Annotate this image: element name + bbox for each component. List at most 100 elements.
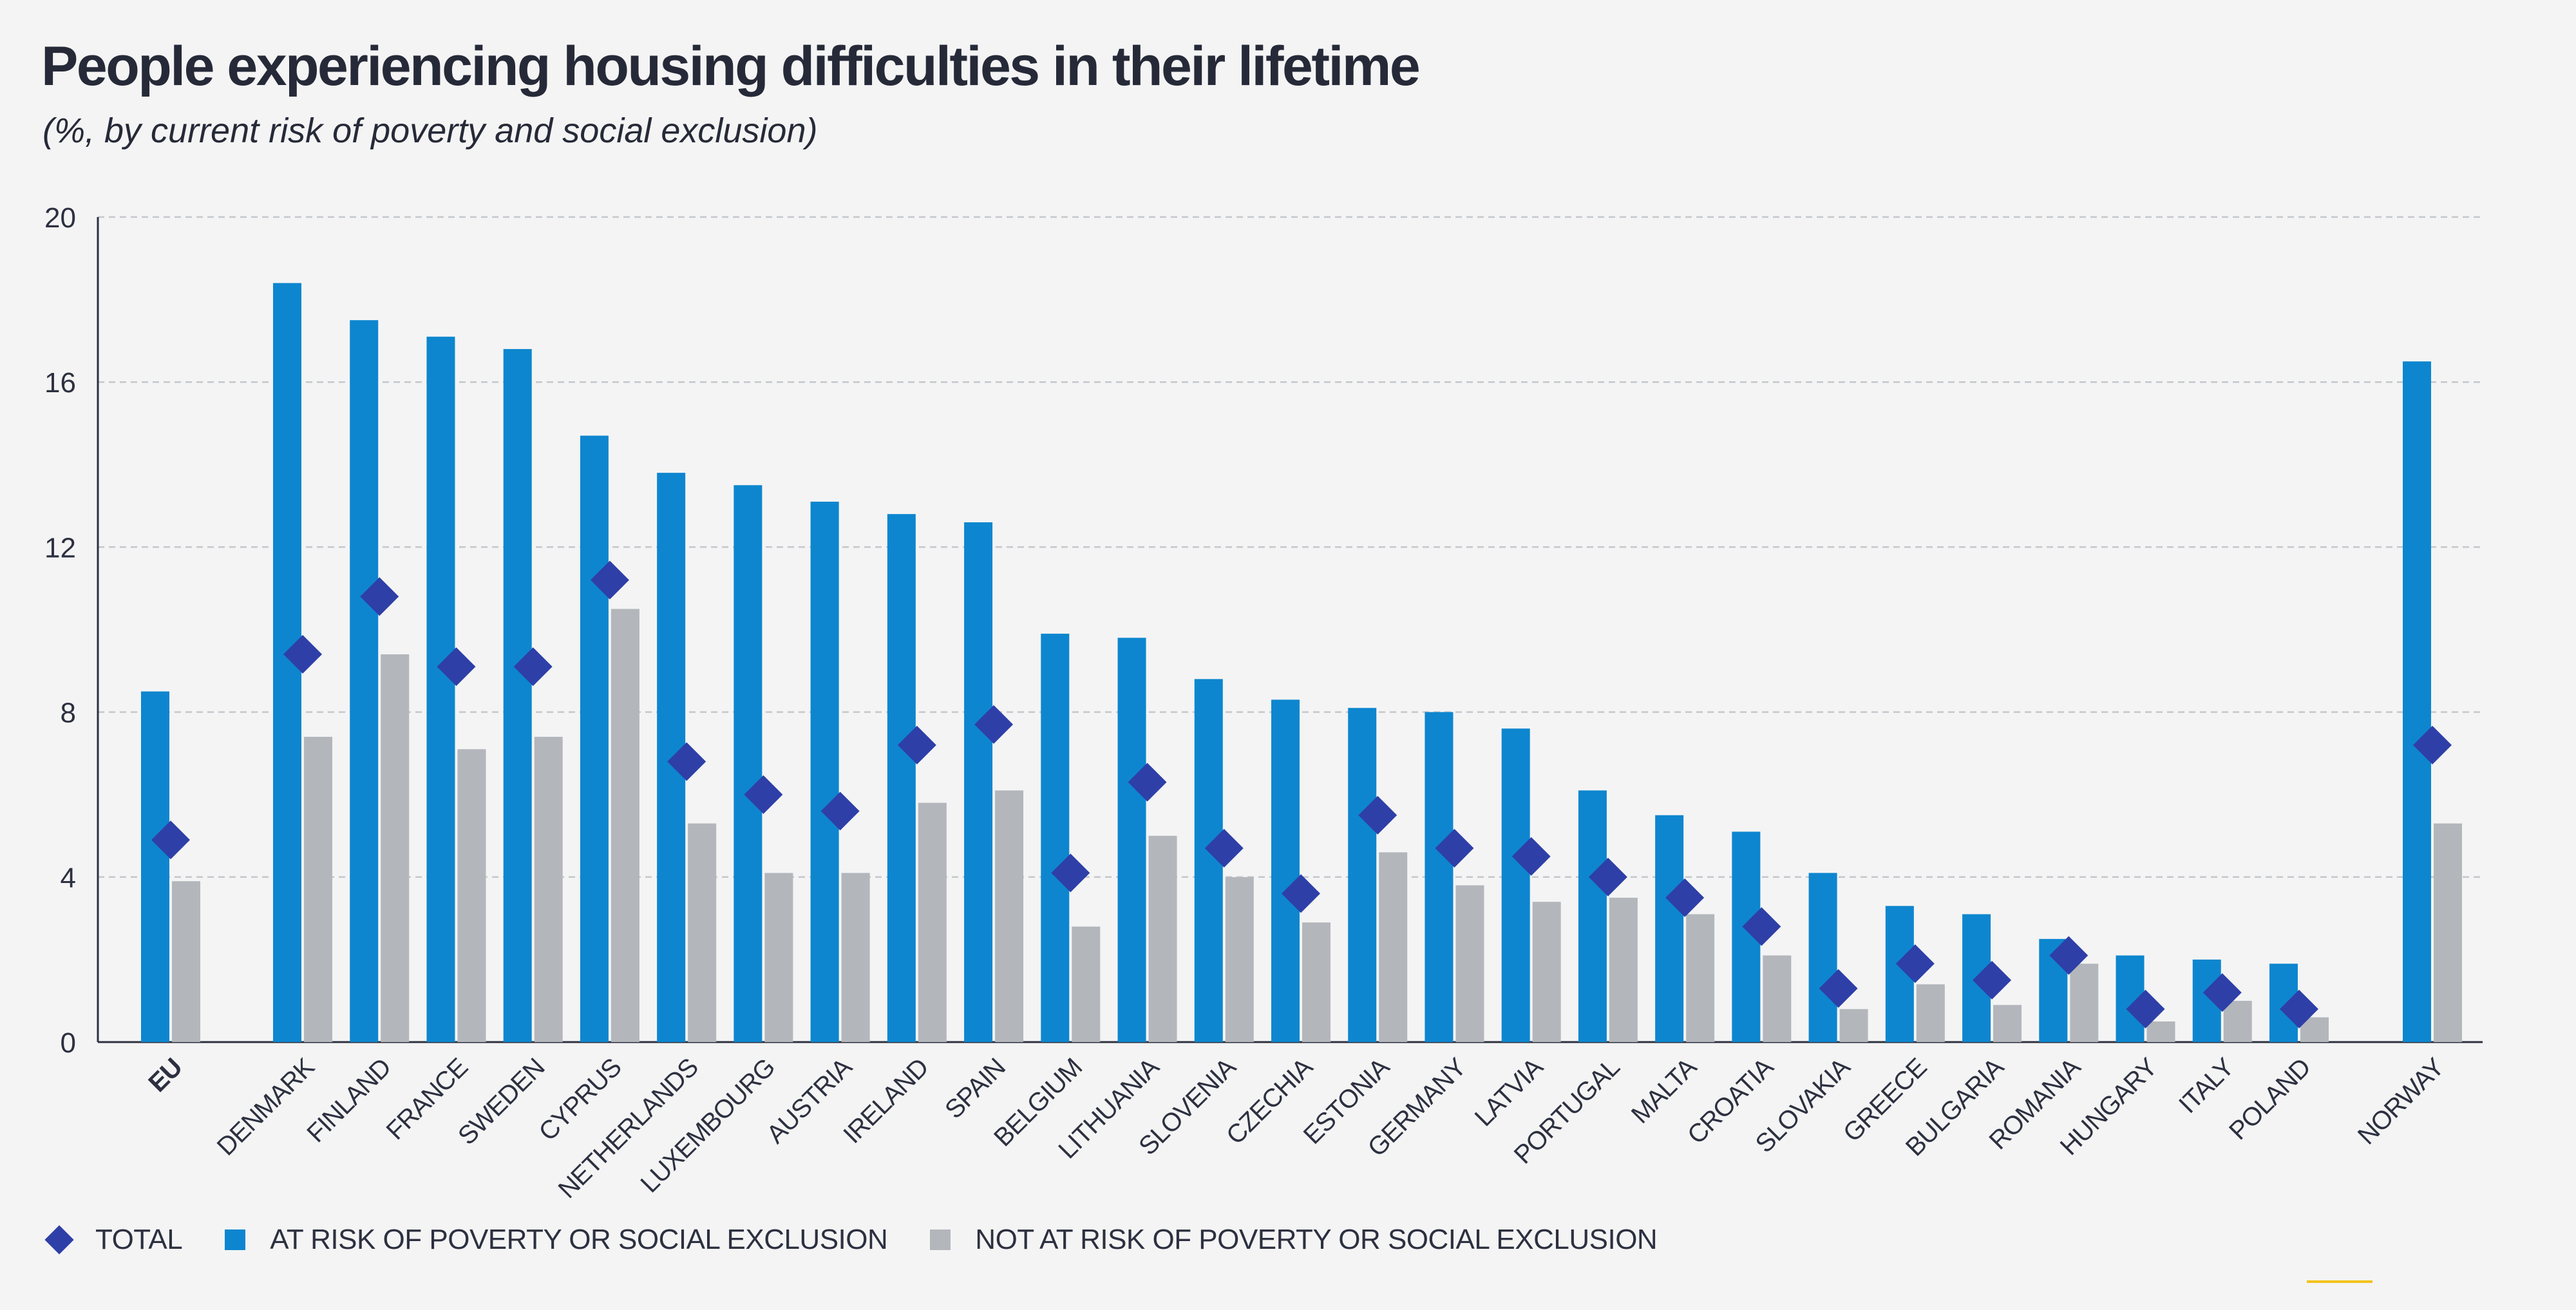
bar-not-at-risk-sweden: [534, 737, 563, 1042]
marker-total-poland: [2279, 989, 2318, 1029]
x-tick-label-norway: NORWAY: [2353, 1053, 2450, 1150]
bar-at-risk-finland: [350, 320, 379, 1042]
bar-not-at-risk-slovakia: [1839, 1009, 1868, 1042]
bar-not-at-risk-portugal: [1609, 897, 1638, 1042]
x-tick-label-netherlands: NETHERLANDS: [553, 1053, 704, 1204]
chart-title: People experiencing housing difficulties…: [41, 35, 1421, 97]
bar-not-at-risk-ireland: [918, 802, 947, 1042]
bar-at-risk-norway: [2403, 361, 2431, 1042]
y-tick-label: 8: [61, 698, 76, 729]
bar-at-risk-latvia: [1501, 728, 1530, 1042]
x-tick-label-denmark: DENMARK: [212, 1052, 321, 1161]
y-tick-label: 12: [44, 532, 76, 564]
x-tick-label-eu: EU: [143, 1053, 187, 1097]
gridlines: [98, 216, 2483, 878]
bar-at-risk-estonia: [1348, 708, 1377, 1042]
bar-at-risk-eu: [141, 691, 169, 1042]
marker-total-estonia: [1358, 795, 1397, 835]
bar-at-risk-slovakia: [1808, 873, 1837, 1042]
marker-total-belgium: [1051, 853, 1090, 893]
legend-item-not-at-risk: NOT AT RISK OF POVERTY OR SOCIAL EXCLUSI…: [930, 1224, 1658, 1256]
bar-not-at-risk-romania: [2070, 964, 2099, 1042]
marker-total-denmark: [283, 634, 322, 674]
bar-at-risk-portugal: [1578, 790, 1607, 1042]
bar-at-risk-sweden: [503, 348, 532, 1043]
marker-total-lithuania: [1128, 763, 1167, 802]
bar-not-at-risk-eu: [172, 881, 200, 1042]
marker-total-portugal: [1588, 857, 1627, 897]
y-tick-label: 16: [44, 367, 76, 399]
bar-not-at-risk-latvia: [1532, 902, 1561, 1042]
marker-total-romania: [2049, 936, 2088, 975]
marker-total-latvia: [1511, 837, 1551, 876]
marker-total-norway: [2413, 725, 2452, 764]
brand-accent-line: [2307, 1280, 2372, 1283]
bar-not-at-risk-lithuania: [1148, 835, 1177, 1042]
marker-total-ireland: [897, 725, 936, 764]
bar-at-risk-belgium: [1041, 633, 1070, 1042]
x-tick-label-poland: POLAND: [2224, 1053, 2316, 1145]
marker-total-sweden: [513, 647, 553, 687]
legend: TOTAL AT RISK OF POVERTY OR SOCIAL EXCLU…: [41, 1217, 1700, 1262]
bar-at-risk-czechia: [1271, 699, 1300, 1042]
x-tick-label-italy: ITALY: [2174, 1053, 2239, 1119]
y-tick-label: 0: [61, 1027, 76, 1059]
marker-total-france: [437, 647, 476, 687]
bar-at-risk-france: [426, 336, 455, 1042]
bar-not-at-risk-belgium: [1072, 926, 1101, 1042]
marker-total-finland: [360, 577, 399, 616]
total-markers: [151, 560, 2452, 1029]
legend-label-not-at-risk: NOT AT RISK OF POVERTY OR SOCIAL EXCLUSI…: [975, 1224, 1658, 1255]
grey-square-icon: [930, 1229, 951, 1250]
bar-at-risk-luxembourg: [734, 485, 762, 1042]
x-tick-label-malta: MALTA: [1626, 1052, 1703, 1129]
x-tick-label-luxembourg: LUXEMBOURG: [636, 1053, 781, 1198]
marker-total-italy: [2202, 973, 2242, 1012]
marker-total-slovakia: [1819, 969, 1858, 1008]
marker-total-malta: [1665, 878, 1705, 917]
bar-not-at-risk-czechia: [1302, 922, 1331, 1042]
bar-at-risk-lithuania: [1117, 638, 1146, 1042]
marker-total-germany: [1435, 828, 1474, 868]
bar-not-at-risk-italy: [2223, 1000, 2252, 1042]
bar-at-risk-austria: [810, 501, 839, 1042]
diamond-marker-icon: [44, 1225, 74, 1255]
bar-not-at-risk-spain: [995, 790, 1024, 1042]
bars: [141, 283, 2462, 1043]
legend-item-at-risk: AT RISK OF POVERTY OR SOCIAL EXCLUSION: [225, 1224, 888, 1256]
bar-not-at-risk-denmark: [304, 737, 332, 1042]
bar-not-at-risk-austria: [841, 873, 870, 1042]
bar-at-risk-spain: [964, 522, 993, 1042]
marker-total-spain: [974, 705, 1014, 744]
blue-square-icon: [225, 1229, 246, 1250]
marker-total-austria: [820, 792, 860, 831]
legend-item-total: TOTAL: [41, 1224, 183, 1256]
bar-at-risk-ireland: [887, 514, 916, 1042]
bar-not-at-risk-france: [457, 749, 486, 1042]
marker-total-greece: [1895, 944, 1935, 983]
bar-at-risk-germany: [1425, 712, 1454, 1042]
marker-total-bulgaria: [1973, 960, 2012, 1000]
category-labels: EU DENMARKFINLANDFRANCESWEDENCYPRUSNETHER…: [143, 1052, 2449, 1204]
x-tick-label-finland: FINLAND: [301, 1053, 396, 1148]
x-tick-label-latvia: LATVIA: [1470, 1052, 1549, 1132]
axes: 0 4 8 12 16 20: [44, 202, 2483, 1059]
y-tick-label: 20: [44, 202, 76, 234]
bar-not-at-risk-hungary: [2146, 1021, 2175, 1042]
bar-not-at-risk-malta: [1686, 914, 1715, 1042]
marker-total-eu: [151, 821, 190, 860]
marker-total-luxembourg: [744, 775, 783, 814]
marker-total-hungary: [2126, 989, 2165, 1029]
marker-total-czechia: [1281, 874, 1320, 913]
bar-not-at-risk-netherlands: [688, 823, 717, 1042]
bar-not-at-risk-norway: [2434, 823, 2462, 1042]
marker-total-slovenia: [1204, 828, 1244, 868]
chart-subtitle: (%, by current risk of poverty and socia…: [43, 111, 818, 150]
marker-total-netherlands: [667, 742, 706, 781]
y-tick-label: 4: [61, 862, 76, 894]
bar-not-at-risk-croatia: [1763, 955, 1792, 1042]
legend-label-total: TOTAL: [95, 1224, 183, 1255]
marker-total-cyprus: [590, 560, 629, 600]
x-tick-label-spain: SPAIN: [940, 1053, 1010, 1124]
